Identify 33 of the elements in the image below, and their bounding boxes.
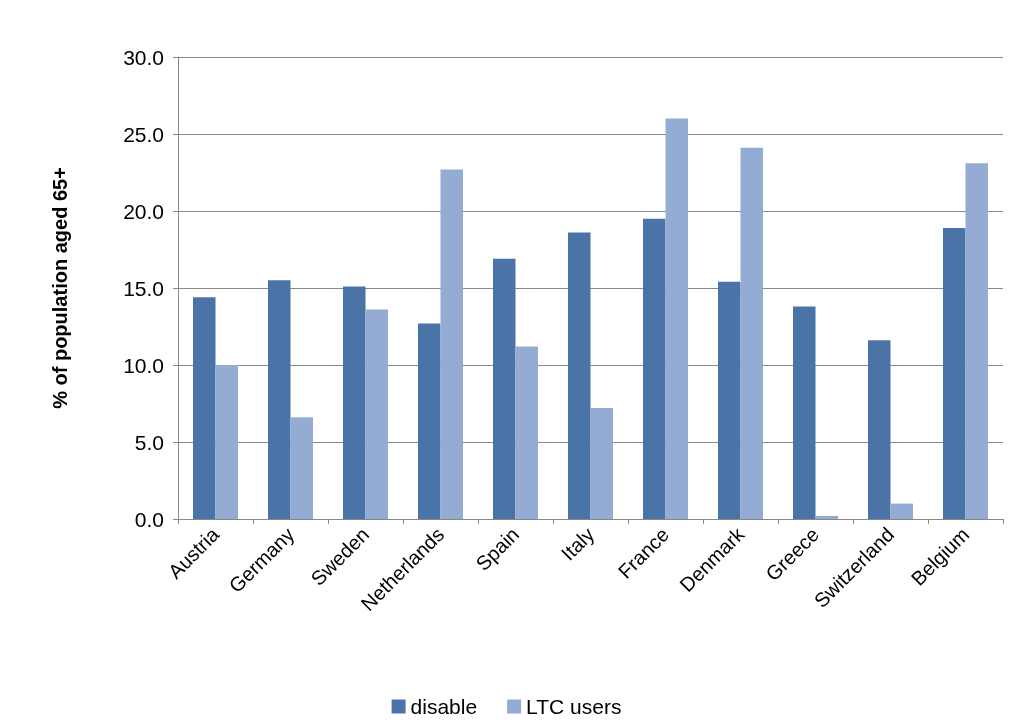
y-tick-label: 10.0 xyxy=(123,353,164,377)
y-tick-label: 20.0 xyxy=(123,199,164,223)
bar xyxy=(418,323,441,519)
x-tick-label: Italy xyxy=(556,523,599,565)
bar xyxy=(493,258,516,519)
bar xyxy=(268,280,291,519)
bar xyxy=(965,163,988,519)
bar xyxy=(515,346,538,519)
y-tick-label: 0.0 xyxy=(134,507,164,531)
bar xyxy=(665,118,688,519)
bar xyxy=(868,340,891,519)
bar xyxy=(740,147,763,519)
bar xyxy=(290,417,313,519)
y-tick-label: 15.0 xyxy=(123,276,164,300)
bar xyxy=(193,297,216,519)
bar xyxy=(815,515,838,519)
bar xyxy=(718,281,741,519)
bar xyxy=(793,306,816,519)
bar xyxy=(568,232,591,519)
bar xyxy=(365,309,388,519)
legend-label: disable xyxy=(410,695,478,718)
legend-label: LTC users xyxy=(526,695,622,718)
bar xyxy=(590,408,613,519)
bar xyxy=(643,218,666,519)
bar xyxy=(440,169,463,519)
bar xyxy=(343,286,366,519)
bar xyxy=(943,227,966,519)
y-axis-title: % of population aged 65+ xyxy=(49,167,71,409)
y-tick-label: 30.0 xyxy=(123,45,164,69)
bar xyxy=(215,365,238,519)
y-tick-label: 5.0 xyxy=(134,430,164,454)
bar xyxy=(890,503,913,519)
y-tick-label: 25.0 xyxy=(123,122,164,146)
